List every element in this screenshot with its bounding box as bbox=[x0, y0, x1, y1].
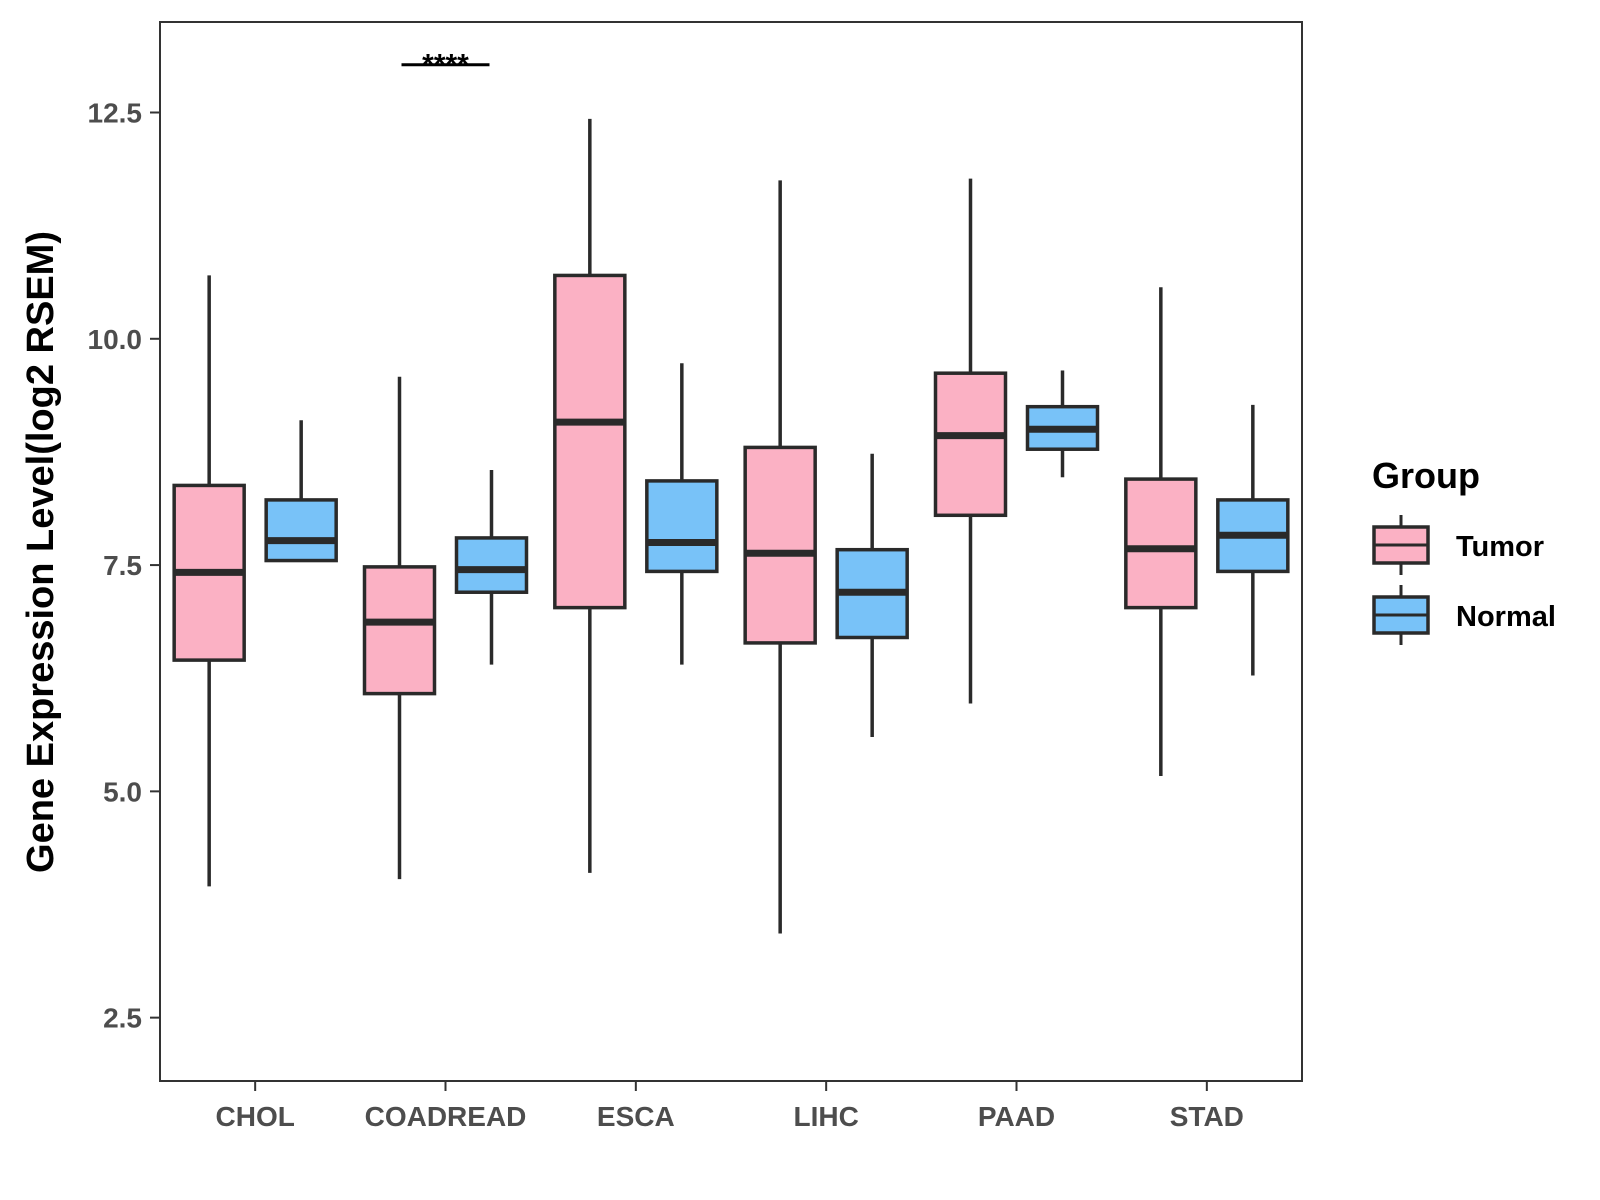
box-body bbox=[362, 565, 437, 696]
y-tick-label: 12.5 bbox=[88, 98, 143, 129]
plot-panel-border bbox=[159, 21, 1303, 1082]
legend: Group Tumor Normal bbox=[1372, 455, 1556, 645]
legend-entry-tumor: Tumor bbox=[1372, 515, 1544, 575]
y-tick-label: 2.5 bbox=[103, 1003, 142, 1034]
box-tumor-chol bbox=[172, 275, 246, 887]
box-tumor-esca bbox=[553, 118, 627, 873]
x-tick-label-lihc: LIHC bbox=[794, 1101, 859, 1132]
y-axis-title: Gene Expression Level(log2 RSEM) bbox=[20, 231, 62, 873]
legend-label: Normal bbox=[1456, 601, 1556, 633]
box-body bbox=[454, 536, 529, 594]
x-tick-label-coadread: COADREAD bbox=[365, 1101, 527, 1132]
box-body bbox=[645, 479, 719, 574]
x-tick-label-paad: PAAD bbox=[978, 1101, 1055, 1132]
box-body bbox=[933, 371, 1008, 518]
y-tick-label: 7.5 bbox=[103, 550, 142, 581]
box-normal-chol bbox=[264, 420, 338, 563]
y-tick-label: 5.0 bbox=[103, 776, 142, 807]
legend-entry-normal: Normal bbox=[1372, 585, 1556, 645]
box-body bbox=[743, 445, 817, 645]
box-normal-paad bbox=[1025, 370, 1100, 478]
plot-area: **** bbox=[172, 49, 1290, 934]
box-tumor-coadread bbox=[362, 376, 437, 880]
box-body bbox=[553, 273, 627, 610]
axes: 2.5 5.0 7.5 10.0 12.5 CHOL COADREAD ESCA LIHC PAA… bbox=[88, 21, 1303, 1132]
significance-label: **** bbox=[422, 49, 469, 82]
legend-title: Group bbox=[1372, 455, 1480, 496]
legend-label: Tumor bbox=[1456, 531, 1544, 563]
box-normal-coadread bbox=[454, 470, 529, 665]
box-normal-esca bbox=[645, 363, 719, 665]
box-tumor-lihc bbox=[743, 180, 817, 934]
x-tick-label-chol: CHOL bbox=[216, 1101, 295, 1132]
x-tick-label-esca: ESCA bbox=[597, 1101, 675, 1132]
box-normal-stad bbox=[1216, 404, 1290, 676]
box-tumor-paad bbox=[933, 178, 1008, 704]
box-normal-lihc bbox=[835, 453, 909, 738]
x-tick-label-stad: STAD bbox=[1170, 1101, 1244, 1132]
box-body bbox=[264, 498, 338, 563]
box-body bbox=[1124, 477, 1198, 610]
y-tick-label: 10.0 bbox=[88, 324, 143, 355]
box-tumor-stad bbox=[1124, 287, 1198, 776]
